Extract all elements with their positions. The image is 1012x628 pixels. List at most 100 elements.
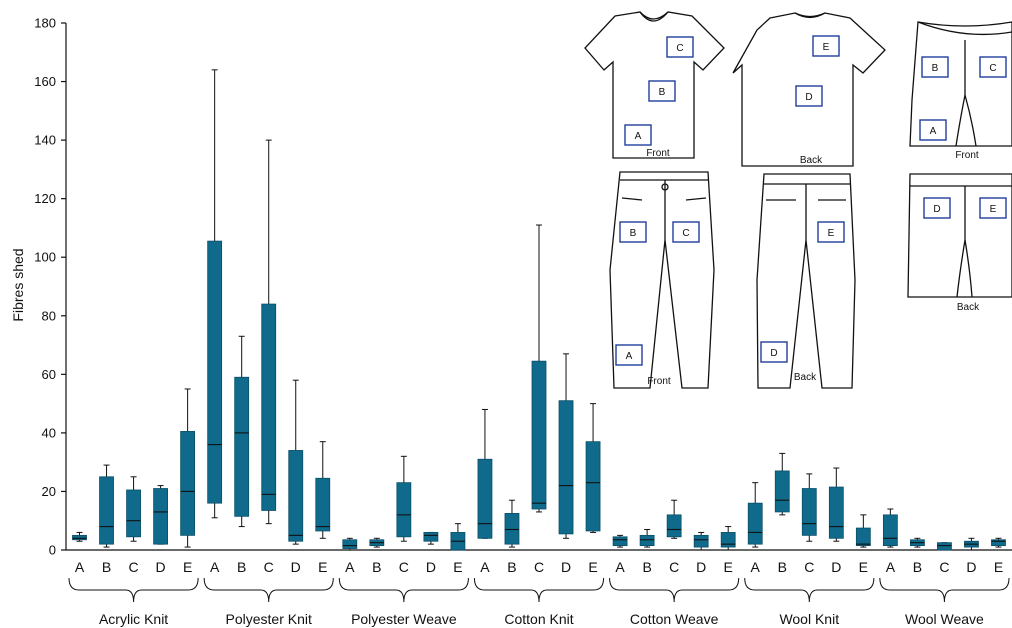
x-category-label: A: [886, 559, 896, 575]
y-tick-label: 40: [42, 425, 56, 440]
box: [693, 534, 709, 548]
box: [342, 539, 358, 549]
box: [991, 539, 1006, 547]
position-letter: E: [990, 204, 997, 215]
box-acrylic-knit-d: [153, 485, 169, 545]
y-tick-label: 80: [42, 308, 56, 323]
group-brace: [473, 577, 605, 603]
box-wool-weave-e: [991, 537, 1006, 548]
box: [828, 486, 844, 539]
box: [153, 488, 169, 545]
box: [855, 527, 871, 547]
x-category-label: D: [561, 559, 571, 575]
box-wool-knit-c: [801, 473, 817, 542]
box-cotton-weave-d: [693, 531, 709, 551]
x-axis-labels: A B C D E Acrylic Knit A B C D E Polyester Knit A B C D…: [68, 559, 1010, 627]
position-letter: B: [659, 87, 666, 98]
y-tick-label: 180: [34, 16, 56, 31]
position-box: [817, 221, 845, 243]
x-category-label: B: [642, 559, 651, 575]
group-label: Wool Weave: [905, 611, 984, 627]
position-marker: A: [624, 124, 652, 146]
axes: 0 20 40 60 80 100 120 140 160 180: [34, 16, 1012, 558]
position-box: [672, 221, 700, 243]
garment-labels: C B A E D B C A D E B C A E D Front Back Front Back Front Ba…: [615, 35, 1007, 387]
position-box: [979, 197, 1007, 219]
x-category-label: B: [913, 559, 922, 575]
box: [937, 542, 952, 551]
box: [558, 400, 574, 535]
x-category-label: A: [615, 559, 625, 575]
position-marker: D: [795, 85, 823, 107]
x-category-label: E: [994, 559, 1003, 575]
x-category-label: E: [588, 559, 597, 575]
box: [126, 489, 141, 538]
group-label: Wool Knit: [779, 611, 839, 627]
box-polyester-weave-a: [342, 537, 358, 551]
box-polyester-knit-b: [234, 335, 250, 528]
y-tick-label: 160: [34, 74, 56, 89]
group-brace: [338, 577, 469, 603]
x-category-label: C: [399, 559, 409, 575]
y-tick-label: 20: [42, 484, 56, 499]
box-acrylic-knit-a: [72, 531, 87, 542]
box-polyester-weave-e: [450, 523, 466, 551]
group-label: Polyester Knit: [226, 611, 312, 627]
position-marker: B: [619, 221, 647, 243]
position-marker: C: [666, 36, 694, 58]
box-wool-weave-a: [882, 508, 898, 548]
box: [666, 514, 682, 538]
y-axis-label: Fibres shed: [10, 248, 26, 321]
position-box: [624, 124, 652, 146]
x-category-label: E: [183, 559, 192, 575]
x-category-label: D: [426, 559, 436, 575]
position-marker: C: [672, 221, 700, 243]
x-category-label: B: [372, 559, 381, 575]
x-category-label: D: [966, 559, 976, 575]
position-marker: B: [648, 80, 676, 102]
box-wool-knit-b: [774, 452, 790, 516]
position-letter: B: [630, 228, 637, 239]
position-box: [795, 85, 823, 107]
position-letter: C: [989, 63, 996, 74]
box-polyester-knit-e: [315, 441, 331, 539]
box: [801, 488, 817, 536]
box-wool-weave-c: [937, 542, 952, 551]
x-category-label: C: [804, 559, 814, 575]
shorts-front-diagram: [909, 21, 1012, 147]
x-category-label: A: [751, 559, 761, 575]
position-box: [921, 56, 949, 78]
back-label: Back: [800, 155, 823, 166]
box: [288, 450, 304, 542]
position-box: [648, 80, 676, 102]
x-category-label: C: [264, 559, 274, 575]
box-cotton-knit-c: [531, 224, 547, 513]
x-category-label: B: [237, 559, 246, 575]
back-label: Back: [794, 372, 817, 383]
box: [774, 470, 790, 513]
box: [720, 532, 736, 548]
position-box: [923, 197, 951, 219]
box: [315, 477, 331, 532]
box-polyester-knit-d: [288, 379, 304, 545]
box: [207, 240, 223, 504]
position-letter: A: [626, 351, 633, 362]
y-tick-label: 60: [42, 367, 56, 382]
x-category-label: C: [534, 559, 544, 575]
shorts-back-diagram: [907, 173, 1012, 298]
y-tick-label: 140: [34, 133, 56, 148]
group-brace: [609, 577, 740, 603]
box: [585, 441, 601, 532]
x-category-label: B: [778, 559, 787, 575]
position-box: [760, 341, 788, 363]
position-box: [979, 56, 1007, 78]
box-acrylic-knit-c: [126, 476, 141, 542]
position-box: [919, 119, 947, 141]
x-category-label: E: [453, 559, 462, 575]
box-wool-knit-e: [855, 514, 871, 548]
box-wool-weave-b: [910, 537, 925, 548]
box-polyester-weave-c: [396, 455, 412, 542]
x-category-label: D: [831, 559, 841, 575]
box-wool-knit-d: [828, 467, 844, 542]
